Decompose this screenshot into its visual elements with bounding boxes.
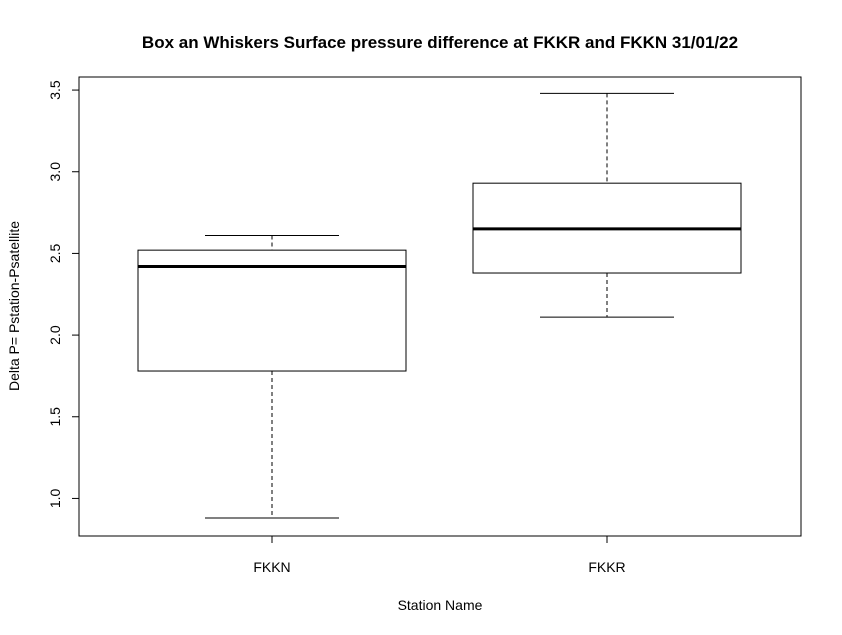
x-axis-label: Station Name	[398, 597, 483, 613]
iqr-box	[137, 249, 407, 372]
y-tick-label: 1.0	[47, 488, 63, 508]
chart-title: Box an Whiskers Surface pressure differe…	[142, 33, 738, 52]
box-fkkn	[137, 234, 407, 519]
y-axis-label: Delta P= Pstation-Psatellite	[6, 221, 22, 391]
y-axis: 1.0 1.5 2.0 2.5 3.0 3.5	[47, 80, 79, 508]
y-tick-label: 3.5	[47, 80, 63, 100]
x-tick-label: FKKN	[253, 559, 290, 575]
y-tick-label: 1.5	[47, 407, 63, 427]
y-tick-label: 2.0	[47, 325, 63, 345]
box-plots	[137, 92, 742, 519]
y-tick-label: 2.5	[47, 243, 63, 263]
x-tick-label: FKKR	[588, 559, 625, 575]
box-fkkr	[472, 92, 742, 318]
x-axis: FKKN FKKR	[253, 536, 626, 575]
y-tick-label: 3.0	[47, 162, 63, 182]
plot-frame	[78, 76, 802, 537]
